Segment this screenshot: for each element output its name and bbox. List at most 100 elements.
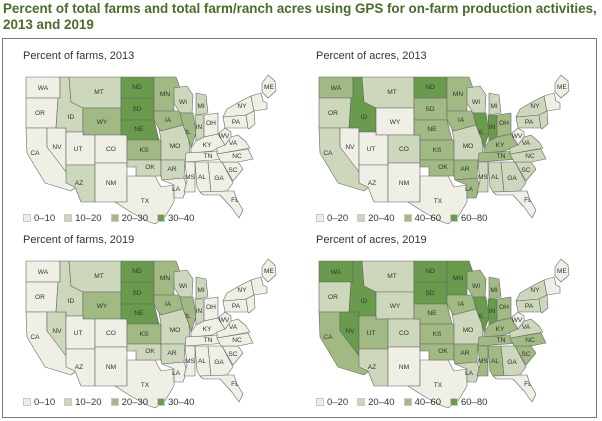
state-label-ut: UT <box>367 330 376 337</box>
state-ok <box>126 343 162 361</box>
legend-item: 40–60 <box>403 397 441 408</box>
state-label-il: IL <box>185 129 191 136</box>
state-ms <box>476 345 489 377</box>
state-label-ok: OK <box>438 348 448 355</box>
legend-swatch <box>449 214 458 222</box>
state-label-ks: KS <box>140 147 149 154</box>
legend-swatch <box>64 398 73 406</box>
legend-label: 20–40 <box>368 212 395 224</box>
state-label-al: AL <box>491 174 499 181</box>
legend-item: 40–60 <box>403 212 441 224</box>
state-label-wv: WV <box>512 317 523 324</box>
state-label-mi: MI <box>197 103 204 110</box>
state-label-nd: ND <box>132 268 142 275</box>
state-label-id: ID <box>68 298 75 305</box>
state-ga <box>207 161 234 193</box>
us-map: WA OR CA NV ID MT WY UT CO AZ NM TX ND SD NE KS OK MN IA MO… <box>25 258 277 409</box>
state-label-ia: IA <box>165 301 172 308</box>
state-ms <box>183 161 196 193</box>
state-label-nd: ND <box>425 84 435 91</box>
state-label-pa: PA <box>232 119 241 126</box>
state-label-wi: WI <box>472 283 480 290</box>
legend-swatch <box>23 214 31 222</box>
state-label-ia: IA <box>458 117 465 124</box>
legend: 0–10 10–20 20–30 30–40 <box>23 396 203 408</box>
state-label-pa: PA <box>525 303 534 310</box>
state-label-tn: TN <box>204 337 213 344</box>
state-label-ia: IA <box>165 117 172 124</box>
legend-item: 30–40 <box>156 212 195 224</box>
state-label-wi: WI <box>179 283 187 290</box>
state-mo <box>158 308 191 345</box>
state-label-nc: NC <box>525 337 535 344</box>
legend-swatch <box>403 398 412 406</box>
state-label-in: IN <box>196 308 203 315</box>
state-la <box>161 361 188 383</box>
state-label-oh: OH <box>499 120 509 127</box>
legend-label: 10–20 <box>75 212 102 224</box>
state-label-tn: TN <box>497 153 506 160</box>
state-label-oh: OH <box>499 304 509 311</box>
state-label-mo: MO <box>463 143 474 150</box>
state-la <box>161 177 188 199</box>
state-label-oh: OH <box>206 304 216 311</box>
state-ne-reg <box>250 92 268 112</box>
state-label-me: ME <box>264 84 274 91</box>
state-label-ks: KS <box>140 331 149 338</box>
legend-item: 60–80 <box>449 397 487 408</box>
state-label-az: AZ <box>368 364 376 371</box>
state-label-nm: NM <box>106 364 116 371</box>
state-label-mi: MI <box>197 287 204 294</box>
legend-item: 20–30 <box>110 212 148 224</box>
state-ga <box>500 161 527 193</box>
legend-swatch <box>316 398 324 406</box>
legend-swatch <box>357 398 366 406</box>
state-label-nv: NV <box>345 144 355 151</box>
state-label-pa: PA <box>525 119 534 126</box>
state-label-fl: FL <box>524 197 532 204</box>
state-label-ky: KY <box>496 142 505 149</box>
state-label-ok: OK <box>438 164 448 171</box>
state-label-mt: MT <box>94 89 104 96</box>
legend-label: 10–20 <box>75 396 102 408</box>
state-label-in: IN <box>489 308 496 315</box>
state-label-nm: NM <box>106 180 116 187</box>
legend-swatch <box>316 214 324 222</box>
state-label-ms: MS <box>478 174 488 181</box>
state-label-ut: UT <box>74 146 83 153</box>
state-label-wi: WI <box>179 99 187 106</box>
legend: 0–10 10–20 20–30 30–40 <box>23 212 203 224</box>
state-label-wy: WY <box>97 303 108 310</box>
state-label-wa: WA <box>38 85 49 92</box>
state-mid <box>538 110 549 130</box>
state-fl <box>492 374 537 403</box>
state-label-nv: NV <box>345 328 355 335</box>
state-label-wa: WA <box>38 269 49 276</box>
legend-item: 20–40 <box>357 212 395 224</box>
map-panel-acres-2013: Percent of acres, 2013 WA OR CA NV ID MT WY UT C… <box>298 45 583 227</box>
state-label-co: CO <box>399 146 409 153</box>
state-label-ga: GA <box>507 175 517 182</box>
legend-item: 20–30 <box>110 397 148 408</box>
state-label-co: CO <box>106 330 116 337</box>
state-label-mn: MN <box>160 275 170 282</box>
map-frame: Percent of farms, 2013 WA OR CA NV ID MT WY UT C… <box>2 38 597 418</box>
state-label-or: OR <box>35 294 45 301</box>
legend-label: 20–30 <box>121 212 148 224</box>
state-label-ut: UT <box>367 146 376 153</box>
us-map: WA OR CA NV ID MT WY UT CO AZ NM TX ND SD NE KS OK MN IA MO… <box>318 258 570 409</box>
state-label-ms: MS <box>185 358 195 365</box>
state-wv <box>510 127 525 146</box>
legend-label: 30–40 <box>167 212 195 224</box>
state-label-me: ME <box>557 268 567 275</box>
state-label-oh: OH <box>206 120 216 127</box>
state-label-tx: TX <box>141 382 150 389</box>
state-label-ca: CA <box>323 334 333 341</box>
state-label-nm: NM <box>399 180 409 187</box>
legend-label: 40–60 <box>414 212 441 224</box>
state-label-sd: SD <box>132 290 141 297</box>
state-ok <box>419 159 455 177</box>
state-label-ms: MS <box>185 174 195 181</box>
state-label-mo: MO <box>170 327 181 334</box>
state-label-wy: WY <box>390 119 401 126</box>
